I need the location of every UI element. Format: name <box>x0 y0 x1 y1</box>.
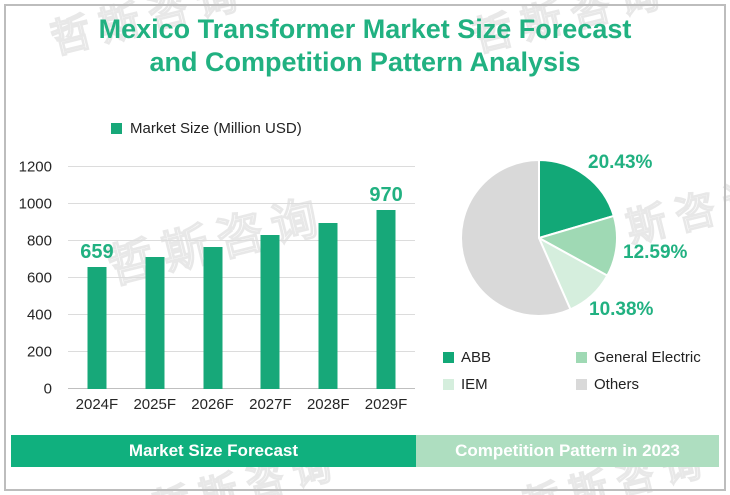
bar-2027f <box>260 235 280 389</box>
bar-2024f <box>87 267 107 389</box>
y-axis-tick: 200 <box>26 343 52 361</box>
pie-legend-label: Others <box>594 376 640 393</box>
bars-row: 659 970 <box>68 167 415 389</box>
x-axis-tick-2029f: 2029F <box>364 396 408 413</box>
gridline <box>68 166 415 167</box>
page-title-line1: Mexico Transformer Market Size Forecast <box>98 14 632 44</box>
footer-tab-market-size-forecast: Market Size Forecast <box>11 435 416 467</box>
bar-column <box>184 167 242 389</box>
legend-square-icon <box>576 352 587 363</box>
page-title-line2: and Competition Pattern Analysis <box>149 47 581 77</box>
gridline <box>68 277 415 278</box>
bar-2026f <box>203 246 223 389</box>
x-axis-tick-2026f: 2026F <box>191 396 234 413</box>
pie-legend-item-general-electric: General Electric <box>576 349 701 366</box>
y-axis-tick: 800 <box>26 232 52 250</box>
bar-2029f <box>376 209 396 389</box>
pie-svg <box>460 159 618 317</box>
y-axis-tick: 1000 <box>18 195 52 213</box>
bar-column <box>299 167 357 389</box>
page-title: Mexico Transformer Market Size Forecast … <box>0 13 730 79</box>
gridline <box>68 314 415 316</box>
legend-square-icon <box>443 352 454 363</box>
pie-label-general-electric: 12.59% <box>623 242 688 263</box>
pie-legend-label: ABB <box>461 349 492 366</box>
y-axis-tick: 400 <box>26 306 52 324</box>
bar-plot: 659 970 <box>68 166 415 389</box>
pie-slice-general-electric <box>538 214 618 277</box>
x-axis-line <box>68 388 415 389</box>
bar-legend-label: Market Size (Million USD) <box>130 120 302 137</box>
x-axis-tick-2027f: 2027F <box>249 396 292 413</box>
pie-legend: ABB General Electric IEM Others <box>443 349 701 393</box>
bar-chart-legend: Market Size (Million USD) <box>111 120 302 137</box>
bar-column <box>241 167 299 389</box>
bar-2028f <box>318 223 338 389</box>
footer-tab-label: Market Size Forecast <box>128 441 299 460</box>
pie-legend-item-others: Others <box>576 376 701 393</box>
footer-tab-competition-pattern: Competition Pattern in 2023 <box>415 435 719 467</box>
x-axis-tick-2024f: 2024F <box>75 396 119 413</box>
bar-column: 970 <box>357 167 415 389</box>
pie-slice-others <box>460 159 572 317</box>
x-axis-labels: 2024F 2025F 2026F 2027F 2028F 2029F <box>68 396 415 413</box>
bar-value-label: 659 <box>80 241 114 264</box>
pie-legend-item-iem: IEM <box>443 376 576 393</box>
pie-legend-label: General Electric <box>594 349 701 366</box>
pie-label-iem: 10.38% <box>589 299 654 320</box>
legend-square-icon <box>576 379 587 390</box>
pie-label-abb: 20.43% <box>588 152 653 173</box>
gridline <box>68 240 415 242</box>
pie-legend-label: IEM <box>461 376 488 393</box>
grid-layer <box>68 166 415 389</box>
pie-slice-abb <box>538 159 615 239</box>
bar-column <box>126 167 184 389</box>
bar-value-label: 970 <box>369 183 403 206</box>
footer-banner: Market Size Forecast Competition Pattern… <box>11 435 719 467</box>
legend-square-icon <box>443 379 454 390</box>
footer-tab-label: Competition Pattern in 2023 <box>455 441 680 460</box>
gridline <box>68 203 415 204</box>
bar-column: 659 <box>68 167 126 389</box>
y-axis-labels: 0 200 400 600 800 1000 1200 <box>12 160 60 397</box>
y-axis-tick: 0 <box>43 380 52 398</box>
y-axis-tick: 600 <box>26 269 52 287</box>
x-axis-tick-2025f: 2025F <box>133 396 177 413</box>
legend-square-icon <box>111 123 122 134</box>
y-axis-tick: 1200 <box>18 158 52 176</box>
x-axis-tick-2028f: 2028F <box>306 396 350 413</box>
bar-2025f <box>145 257 165 389</box>
pie-legend-item-abb: ABB <box>443 349 576 366</box>
gridline <box>68 351 415 353</box>
